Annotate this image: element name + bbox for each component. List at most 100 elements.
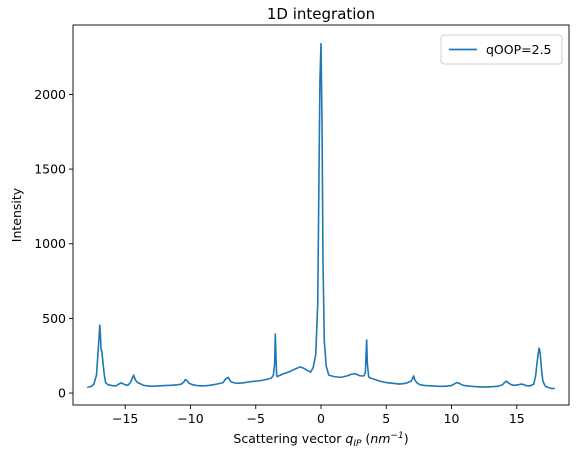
data-point bbox=[328, 374, 330, 376]
y-tick-label: 2000 bbox=[34, 87, 66, 102]
data-point bbox=[276, 376, 278, 378]
data-point bbox=[101, 350, 103, 351]
data-point bbox=[130, 382, 131, 383]
chart-title: 1D integration bbox=[267, 5, 375, 23]
data-point bbox=[419, 384, 421, 386]
data-point bbox=[268, 378, 270, 380]
x-tick-label: −15 bbox=[112, 411, 138, 426]
series-line-qoop bbox=[87, 42, 555, 390]
x-tick-label: 0 bbox=[317, 411, 325, 426]
data-point bbox=[517, 384, 519, 386]
data-point bbox=[272, 374, 274, 376]
data-point bbox=[216, 383, 217, 385]
data-point bbox=[281, 373, 283, 375]
data-point bbox=[275, 355, 277, 357]
data-point bbox=[370, 377, 371, 379]
data-point bbox=[102, 362, 104, 364]
data-point bbox=[235, 382, 237, 384]
data-point bbox=[477, 386, 479, 388]
data-point bbox=[508, 382, 510, 384]
x-axis-label: Scattering vector qIP (nm−1) bbox=[233, 431, 408, 449]
data-point bbox=[150, 385, 152, 387]
data-point bbox=[453, 383, 455, 385]
data-point bbox=[133, 376, 135, 378]
data-point bbox=[97, 355, 99, 357]
data-point bbox=[274, 333, 276, 335]
data-point bbox=[529, 385, 531, 387]
data-point bbox=[545, 385, 546, 387]
data-point bbox=[438, 385, 439, 387]
y-tick-label: 500 bbox=[42, 311, 66, 326]
data-point bbox=[520, 383, 522, 385]
data-point bbox=[505, 380, 507, 382]
data-point bbox=[325, 365, 327, 367]
data-point bbox=[359, 375, 361, 377]
data-point bbox=[163, 385, 165, 386]
data-point bbox=[294, 368, 296, 370]
x-axis-ticks: −15 −10 −5 0 5 10 15 bbox=[112, 405, 525, 426]
data-point bbox=[417, 382, 418, 384]
data-point bbox=[425, 385, 426, 386]
data-point bbox=[225, 378, 227, 380]
data-point bbox=[230, 381, 232, 383]
data-point bbox=[131, 377, 133, 379]
data-point bbox=[464, 385, 465, 386]
data-point bbox=[299, 366, 301, 368]
data-point bbox=[222, 382, 224, 383]
data-point bbox=[346, 375, 348, 377]
data-point bbox=[537, 352, 539, 354]
data-point bbox=[184, 379, 186, 381]
data-point bbox=[366, 362, 368, 364]
data-point bbox=[127, 384, 129, 386]
y-axis-label: Intensity bbox=[9, 187, 24, 242]
data-point bbox=[496, 385, 498, 387]
data-point bbox=[157, 385, 159, 387]
x-tick-label: −5 bbox=[247, 411, 265, 426]
data-point bbox=[261, 379, 263, 381]
data-point bbox=[90, 385, 92, 387]
data-point bbox=[229, 379, 231, 381]
data-point bbox=[539, 353, 541, 355]
data-point bbox=[227, 376, 229, 378]
data-point bbox=[144, 385, 146, 386]
data-point bbox=[533, 383, 535, 385]
x-tick-label: 15 bbox=[509, 411, 525, 426]
legend-box bbox=[440, 34, 563, 65]
data-point bbox=[180, 383, 182, 385]
data-point bbox=[276, 374, 278, 376]
data-point bbox=[502, 384, 503, 386]
data-point bbox=[503, 382, 505, 383]
data-point bbox=[444, 385, 446, 387]
data-point bbox=[543, 383, 545, 385]
data-point bbox=[458, 382, 460, 384]
data-point bbox=[368, 376, 370, 378]
data-point bbox=[100, 334, 101, 336]
x-tick-label: 10 bbox=[444, 411, 460, 426]
data-point bbox=[135, 379, 137, 381]
data-point bbox=[320, 43, 322, 45]
data-point bbox=[323, 340, 325, 342]
plot-frame bbox=[72, 24, 570, 406]
data-point bbox=[271, 377, 272, 379]
data-point bbox=[111, 385, 113, 386]
data-point bbox=[366, 339, 368, 341]
data-point bbox=[107, 384, 109, 386]
data-point bbox=[333, 376, 335, 378]
data-point bbox=[310, 371, 311, 373]
data-point bbox=[511, 384, 512, 386]
data-point bbox=[183, 381, 185, 383]
data-point bbox=[372, 378, 374, 380]
data-point bbox=[287, 371, 289, 373]
data-point bbox=[431, 385, 433, 387]
data-point bbox=[303, 368, 305, 369]
legend[interactable]: qOOP=2.5 bbox=[440, 34, 563, 65]
data-point bbox=[274, 362, 276, 364]
data-point bbox=[321, 123, 323, 125]
data-point bbox=[242, 382, 244, 384]
data-point bbox=[248, 381, 250, 383]
data-point bbox=[203, 385, 204, 387]
y-tick-label: 1500 bbox=[34, 162, 66, 177]
data-point bbox=[139, 382, 140, 384]
data-point bbox=[451, 385, 452, 386]
